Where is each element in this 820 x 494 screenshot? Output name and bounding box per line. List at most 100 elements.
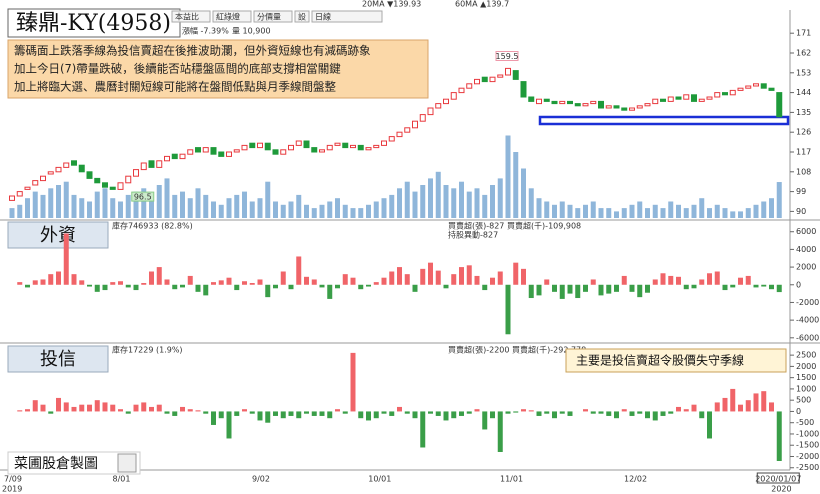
bar — [118, 281, 123, 285]
candle — [94, 177, 101, 184]
bar — [257, 279, 263, 285]
bar — [552, 411, 557, 419]
candle — [40, 175, 46, 182]
bar — [490, 411, 495, 419]
bar — [652, 279, 658, 285]
bar — [218, 411, 224, 419]
bar — [141, 283, 147, 285]
bar — [606, 284, 612, 294]
y-tick-label: 126 — [796, 128, 811, 137]
bar — [63, 402, 69, 412]
y-tick-label: 2500 — [796, 351, 816, 360]
volume-bar — [637, 201, 643, 218]
bar — [56, 271, 61, 285]
candle — [489, 76, 496, 83]
y-tick-label: 108 — [796, 167, 811, 176]
bar — [621, 275, 627, 285]
x-tick-label: 8/01 — [113, 475, 131, 484]
x-tick-label: 11/01 — [500, 475, 523, 484]
volume-bar — [280, 204, 286, 218]
candle — [264, 142, 271, 151]
candle — [660, 98, 666, 102]
candle — [171, 153, 178, 160]
candle — [47, 171, 54, 175]
y-tick-label: 2000 — [796, 263, 816, 272]
bar — [590, 411, 596, 414]
y-tick-label: -1500 — [796, 441, 819, 450]
candle — [295, 140, 302, 146]
candle — [753, 83, 759, 87]
volume-bar — [730, 211, 736, 218]
volume-bar — [149, 198, 154, 218]
bar — [490, 277, 495, 285]
bar — [761, 284, 767, 287]
bar — [645, 284, 650, 293]
candle — [644, 103, 651, 107]
bar — [265, 284, 271, 298]
bar — [40, 279, 46, 285]
y-tick-label: 2000 — [796, 362, 816, 371]
bar — [118, 409, 123, 412]
bar — [63, 233, 69, 285]
bar — [257, 411, 263, 421]
volume-bar — [187, 198, 193, 218]
y-tick-label: 0 — [796, 407, 801, 416]
candle — [164, 155, 170, 162]
bar — [242, 409, 247, 412]
x-tick-label: 7/09 — [4, 475, 22, 484]
bar — [435, 411, 441, 416]
bar — [459, 267, 464, 285]
volume-bar — [536, 198, 542, 218]
bar — [722, 284, 728, 291]
credit: 菜圃股倉製圖 — [14, 456, 98, 472]
bar — [598, 411, 604, 414]
candle — [567, 100, 573, 105]
bar — [676, 406, 681, 412]
bar — [583, 409, 588, 412]
bar — [350, 352, 356, 412]
volume-bar — [211, 201, 216, 218]
candle — [148, 160, 155, 168]
volume-bar — [79, 198, 85, 218]
bar — [327, 411, 333, 419]
bar — [521, 409, 526, 412]
candle — [16, 191, 23, 197]
bar — [583, 284, 588, 292]
bar — [443, 284, 449, 289]
volume-bar — [544, 201, 550, 218]
candle — [280, 149, 287, 155]
bar — [125, 411, 131, 414]
bar — [505, 284, 511, 335]
volume-bar — [505, 135, 511, 218]
volume-bar — [226, 198, 232, 218]
bar — [683, 409, 689, 412]
bar — [497, 411, 503, 452]
bar — [621, 409, 627, 412]
icon — [117, 453, 137, 473]
bar — [428, 262, 433, 285]
volume-bar — [645, 208, 650, 218]
volume-bar — [311, 208, 317, 218]
note-box — [7, 39, 429, 99]
y-tick-label: 162 — [796, 49, 811, 58]
candle — [202, 147, 209, 153]
volume-bar — [203, 194, 209, 218]
bar — [141, 402, 147, 412]
note-line: 加上今日(7)帶量跌破，後續能否站穩盤區間的底部支撐相當關鍵 — [14, 62, 341, 76]
candle — [737, 87, 744, 91]
candle — [63, 162, 70, 168]
bar — [156, 404, 162, 412]
candle — [187, 149, 194, 155]
bar — [668, 411, 674, 414]
candle — [528, 96, 535, 102]
bar — [389, 411, 395, 416]
volume-bar — [714, 204, 720, 218]
bar — [381, 411, 387, 414]
volume-bar — [296, 194, 302, 218]
price-label: 159.5 — [496, 52, 519, 61]
y-tick-label: 0 — [796, 280, 801, 289]
bar — [559, 284, 565, 299]
volume-bar — [164, 178, 170, 218]
callout: 主要是投信賣超令股價失守季線 — [576, 353, 744, 368]
